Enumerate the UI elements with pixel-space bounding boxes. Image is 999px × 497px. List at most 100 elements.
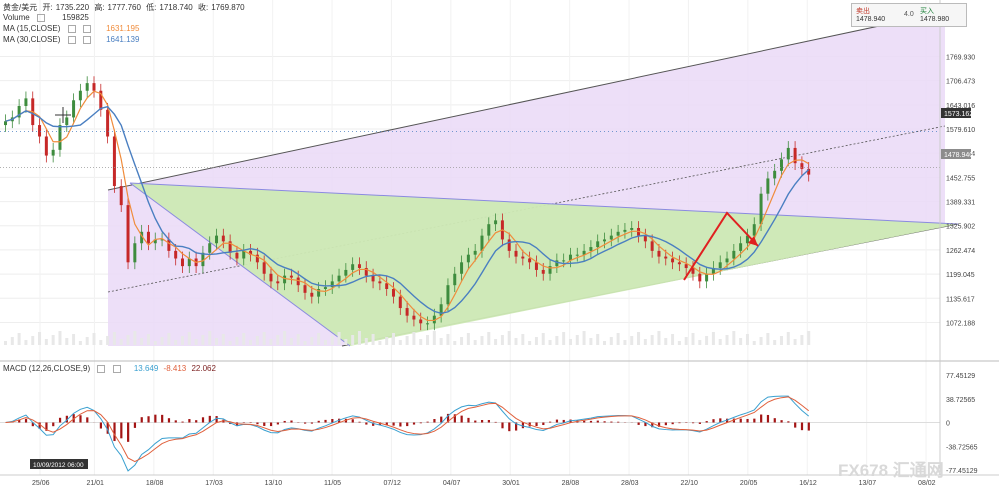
volume-bar (72, 334, 75, 345)
volume-bar (494, 339, 497, 345)
volume-bar (807, 331, 810, 345)
time-tick-label: 11/05 (324, 480, 341, 487)
macd-histogram-bar (617, 422, 619, 423)
volume-bar (433, 331, 436, 345)
volume-bar (630, 336, 633, 345)
volume-bar (760, 337, 763, 345)
volume-bar (106, 336, 109, 345)
volume-bar (256, 336, 259, 345)
macd-histogram-bar (358, 422, 360, 423)
volume-bar (181, 336, 184, 345)
volume-bar (18, 333, 21, 345)
volume-bar (773, 340, 776, 345)
macd-histogram-bar (86, 417, 88, 422)
volume-bar (11, 337, 14, 345)
macd-histogram-bar (474, 421, 476, 423)
volume-bar (263, 332, 266, 345)
macd-histogram-bar (277, 423, 279, 425)
macd-histogram-bar (699, 423, 701, 424)
time-tick-label: 08/02 (918, 480, 936, 487)
buy-label: 买入 (920, 6, 934, 16)
volume-bar (358, 331, 361, 345)
buy-value[interactable]: 1478.980 (920, 16, 949, 23)
volume-bar (521, 334, 524, 345)
candle[interactable] (113, 130, 116, 193)
macd-tick-label: 38.72565 (946, 397, 975, 404)
watermark-logo: FX678 汇通网 (838, 456, 944, 481)
ma30-close-button[interactable] (83, 36, 91, 44)
volume-bar (664, 338, 667, 345)
volume-bar (603, 341, 606, 345)
volume-bar (249, 340, 252, 345)
macd-histogram-bar (290, 421, 292, 423)
volume-bar (331, 336, 334, 345)
volume-bar (698, 340, 701, 345)
volume-bar (86, 337, 89, 345)
macd-histogram-bar (604, 421, 606, 422)
volume-bar (412, 332, 415, 345)
time-tick-label: 17/03 (205, 480, 223, 487)
volume-bar (372, 334, 375, 345)
macd-histogram-bar (433, 419, 435, 422)
time-tick-label: 28/03 (621, 480, 639, 487)
macd-close-button[interactable] (113, 365, 121, 373)
volume-bar (589, 338, 592, 345)
macd-histogram-bar (780, 420, 782, 422)
candle[interactable] (127, 198, 130, 269)
price-tick-label: 1199.045 (946, 272, 975, 279)
price-tick-label: 1325.902 (946, 224, 975, 231)
volume-bar (426, 335, 429, 345)
macd-histogram-bar (542, 423, 544, 425)
volume-bar (576, 335, 579, 345)
macd-settings-button[interactable] (97, 365, 105, 373)
volume-bar (617, 333, 620, 345)
volume-bar (746, 334, 749, 345)
ma15-settings-button[interactable] (68, 25, 76, 33)
macd-histogram-bar (501, 423, 503, 429)
ma30-settings-button[interactable] (68, 36, 76, 44)
macd-histogram-bar (311, 423, 313, 424)
macd-histogram-bar (760, 415, 762, 423)
macd-histogram-bar (161, 415, 163, 423)
macd-histogram-bar (168, 418, 170, 422)
ma15-close-button[interactable] (83, 25, 91, 33)
volume-bar (501, 335, 504, 345)
volume-bar (794, 339, 797, 345)
macd-tick-label: -38.72565 (946, 444, 978, 451)
volume-bar (174, 340, 177, 345)
volume-bar (79, 341, 82, 345)
macd-histogram-bar (195, 420, 197, 422)
volume-bar (242, 333, 245, 345)
quote-panel[interactable]: 卖出 1478.940 4.0 买入 1478.980 (851, 3, 967, 27)
volume-bar (283, 331, 286, 345)
volume-bar (800, 335, 803, 345)
volume-bar (235, 337, 238, 345)
macd-histogram-bar (256, 423, 258, 425)
macd-histogram-bar (427, 422, 429, 423)
macd-histogram-bar (52, 423, 54, 427)
volume-bar (188, 332, 191, 345)
price-tick-label: 1579.610 (946, 127, 975, 134)
open-value: 1735.220 (56, 3, 89, 12)
macd-histogram-bar (352, 419, 354, 422)
macd-tick-label: 0 (946, 421, 950, 428)
volume-bar (113, 332, 116, 345)
volume-bar (766, 333, 769, 345)
sell-label: 卖出 (856, 6, 870, 16)
macd-histogram-bar (263, 423, 265, 426)
volume-settings-button[interactable] (37, 14, 45, 22)
volume-bar (58, 331, 61, 345)
macd-histogram-bar (120, 423, 122, 439)
volume-bar (691, 333, 694, 345)
macd-histogram-bar (672, 423, 674, 425)
volume-bar (140, 338, 143, 345)
volume-bar (338, 332, 341, 345)
macd-histogram-bar (610, 422, 612, 423)
volume-bar (467, 333, 470, 345)
sell-value[interactable]: 1478.940 (856, 16, 885, 23)
macd-histogram-bar (508, 423, 510, 432)
time-tick-label: 28/08 (562, 480, 580, 487)
macd-histogram-bar (188, 419, 190, 422)
